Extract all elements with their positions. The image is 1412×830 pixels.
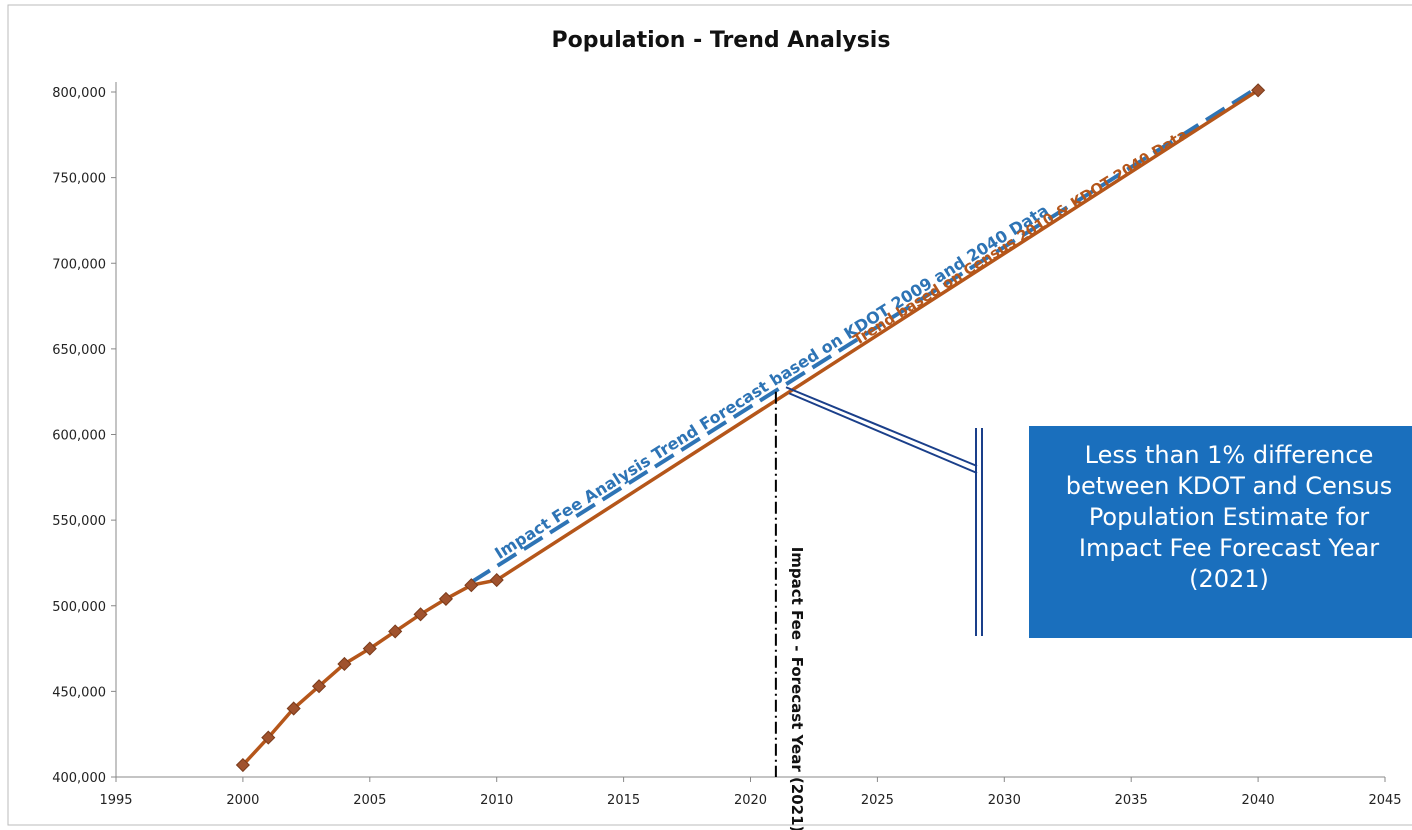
x-tick-label: 2000 [226,793,259,808]
y-tick-label: 450,000 [52,685,106,700]
data-point [388,624,403,639]
y-tick-label: 650,000 [52,343,106,358]
chart-title: Population - Trend Analysis [552,28,891,53]
y-tick-label: 550,000 [52,514,106,529]
callout-line-1: Less than 1% difference [1084,441,1374,469]
callout-line-3: Population Estimate for [1088,503,1370,531]
axes: 1995 2000 2005 2010 2015 2020 2025 2030 2035 2040… [52,82,1402,808]
data-point [489,572,504,588]
brown-series-label: Trend based on Census 2010 & KDOT 2040 D… [851,127,1191,349]
difference-callout: Less than 1% difference between KDOT and… [1029,426,1412,638]
data-point [413,607,428,622]
x-tick-label: 2035 [1115,793,1148,808]
series-layer [235,83,1266,773]
data-point [311,679,327,694]
callout-line-5: (2021) [1189,565,1269,593]
x-tick-label: 2030 [988,793,1021,808]
y-tick-label: 700,000 [52,257,106,272]
blue-series-label: Impact Fee Analysis Trend Forecast based… [491,201,1052,563]
x-tick-label: 2045 [1368,793,1401,808]
x-tick-label: 2005 [353,793,386,808]
data-point [235,757,250,773]
data-point [464,578,479,593]
x-tick-label: 1995 [99,793,132,808]
forecast-year-label: Impact Fee - Forecast Year (2021) [788,547,806,830]
y-tick-label: 400,000 [52,771,106,786]
data-point [286,701,301,716]
x-tick-label: 2040 [1242,793,1275,808]
y-tick-label: 750,000 [52,172,106,187]
y-tick-label: 500,000 [52,600,106,615]
data-point [261,730,276,745]
x-tick-label: 2025 [861,793,894,808]
data-point [1251,83,1266,98]
callout-line-4: Impact Fee Forecast Year [1078,534,1380,562]
callout-connector [785,386,978,467]
y-tick-label: 800,000 [52,86,106,101]
data-point [362,641,377,656]
x-tick-label: 2020 [734,793,767,808]
callout-line-2: between KDOT and Census [1065,472,1393,500]
callout-connector [788,392,978,474]
plot-border [7,4,1412,826]
y-tick-label: 600,000 [52,429,106,444]
x-tick-label: 2015 [607,793,640,808]
data-point [438,591,454,606]
x-tick-label: 2010 [480,793,513,808]
data-point [337,656,352,672]
